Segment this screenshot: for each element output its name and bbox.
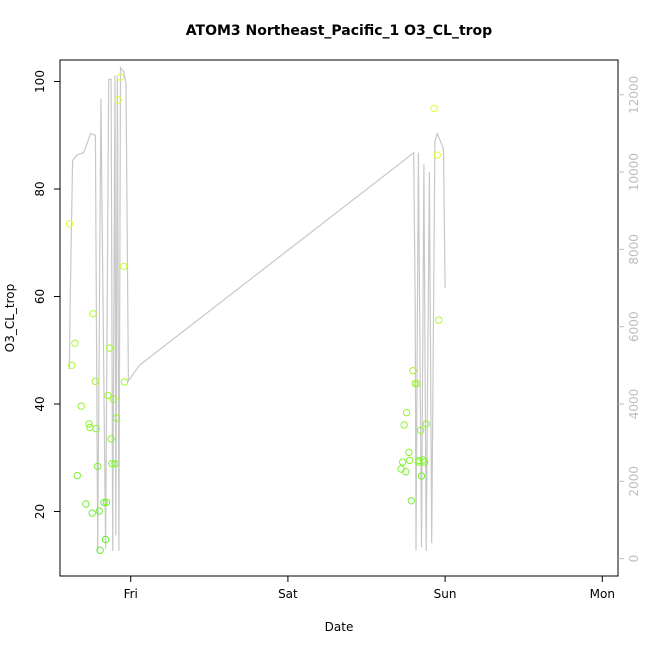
o3-point	[417, 472, 426, 480]
x-tick-label: Sat	[278, 587, 298, 601]
o3-point	[100, 498, 108, 507]
y-tick-label: 80	[33, 181, 47, 196]
y-right-tick-label: 2000	[627, 466, 641, 497]
o3-point	[109, 395, 118, 403]
y-tick-label: 40	[33, 396, 47, 411]
altitude-line	[68, 66, 446, 553]
o3-point	[120, 378, 129, 386]
x-tick-label: Mon	[590, 587, 615, 601]
o3-point	[407, 497, 415, 505]
o3-point	[95, 507, 104, 515]
plot-frame	[59, 59, 619, 577]
y-axis-label: O3_CL_trop	[3, 284, 17, 352]
y-tick-label: 100	[33, 70, 47, 93]
o3-point	[435, 316, 443, 324]
o3-point	[85, 420, 93, 428]
o3-point	[409, 367, 417, 375]
o3-point	[65, 220, 74, 228]
o3-point	[413, 379, 421, 388]
o3-point	[101, 535, 110, 544]
o3-point	[92, 425, 100, 433]
o3-point	[89, 310, 97, 318]
o3-point	[88, 509, 96, 517]
o3-point	[94, 462, 102, 471]
o3-point	[399, 458, 407, 466]
o3-point	[422, 420, 430, 428]
o3-point	[108, 460, 116, 468]
y-tick-label: 20	[33, 504, 47, 519]
o3-point	[105, 344, 114, 352]
y-right-tick-label: 10000	[627, 153, 641, 191]
o3-point	[68, 361, 76, 369]
o3-point	[419, 456, 427, 464]
o3-point	[104, 391, 112, 400]
o3-point	[102, 498, 111, 507]
o3-point	[402, 408, 411, 417]
y-axis-left: 20 40 60 80 100	[33, 70, 60, 519]
x-axis-label: Date	[325, 620, 354, 634]
o3-point	[111, 460, 119, 468]
altitude-line-series	[68, 66, 446, 553]
o3-point	[107, 435, 115, 443]
y-axis-right: 0 2000 4000 6000 8000 10000 12000	[618, 76, 641, 563]
o3-point	[71, 339, 79, 347]
o3-point-series	[65, 73, 443, 554]
o3-point	[421, 458, 429, 466]
o3-point	[120, 262, 128, 271]
o3-point	[73, 471, 82, 480]
o3-point	[114, 96, 122, 104]
y-tick-label: 60	[33, 289, 47, 304]
o3-point	[430, 104, 438, 113]
o3-point	[112, 414, 121, 422]
o3-point	[405, 448, 413, 457]
y-right-tick-label: 4000	[627, 389, 641, 420]
y-right-tick-label: 0	[627, 555, 641, 563]
o3-point	[417, 426, 425, 434]
o3-point	[402, 468, 410, 476]
chart-title: ATOM3 Northeast_Pacific_1 O3_CL_trop	[186, 23, 492, 39]
y-right-tick-label: 6000	[627, 311, 641, 342]
o3-point	[77, 402, 85, 410]
o3-point	[82, 500, 90, 508]
o3-point	[400, 421, 408, 429]
x-tick-label: Fri	[124, 587, 138, 601]
x-axis: Fri Sat Sun Mon	[124, 576, 615, 601]
y-right-tick-label: 8000	[627, 234, 641, 265]
x-tick-label: Sun	[434, 587, 457, 601]
o3-point	[96, 546, 104, 554]
y-right-tick-label: 12000	[627, 76, 641, 114]
o3-point	[406, 456, 414, 465]
o3-point	[116, 73, 125, 81]
o3-point	[433, 151, 441, 159]
o3-point	[91, 377, 100, 386]
